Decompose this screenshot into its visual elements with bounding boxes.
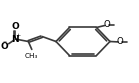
Text: O: O bbox=[1, 42, 9, 51]
Text: +: + bbox=[16, 33, 21, 38]
Text: O: O bbox=[11, 22, 19, 31]
Text: N: N bbox=[11, 35, 19, 43]
Text: O: O bbox=[117, 37, 124, 46]
Text: O: O bbox=[103, 20, 110, 29]
Text: ⁻: ⁻ bbox=[3, 38, 7, 47]
Text: CH₃: CH₃ bbox=[25, 53, 39, 59]
